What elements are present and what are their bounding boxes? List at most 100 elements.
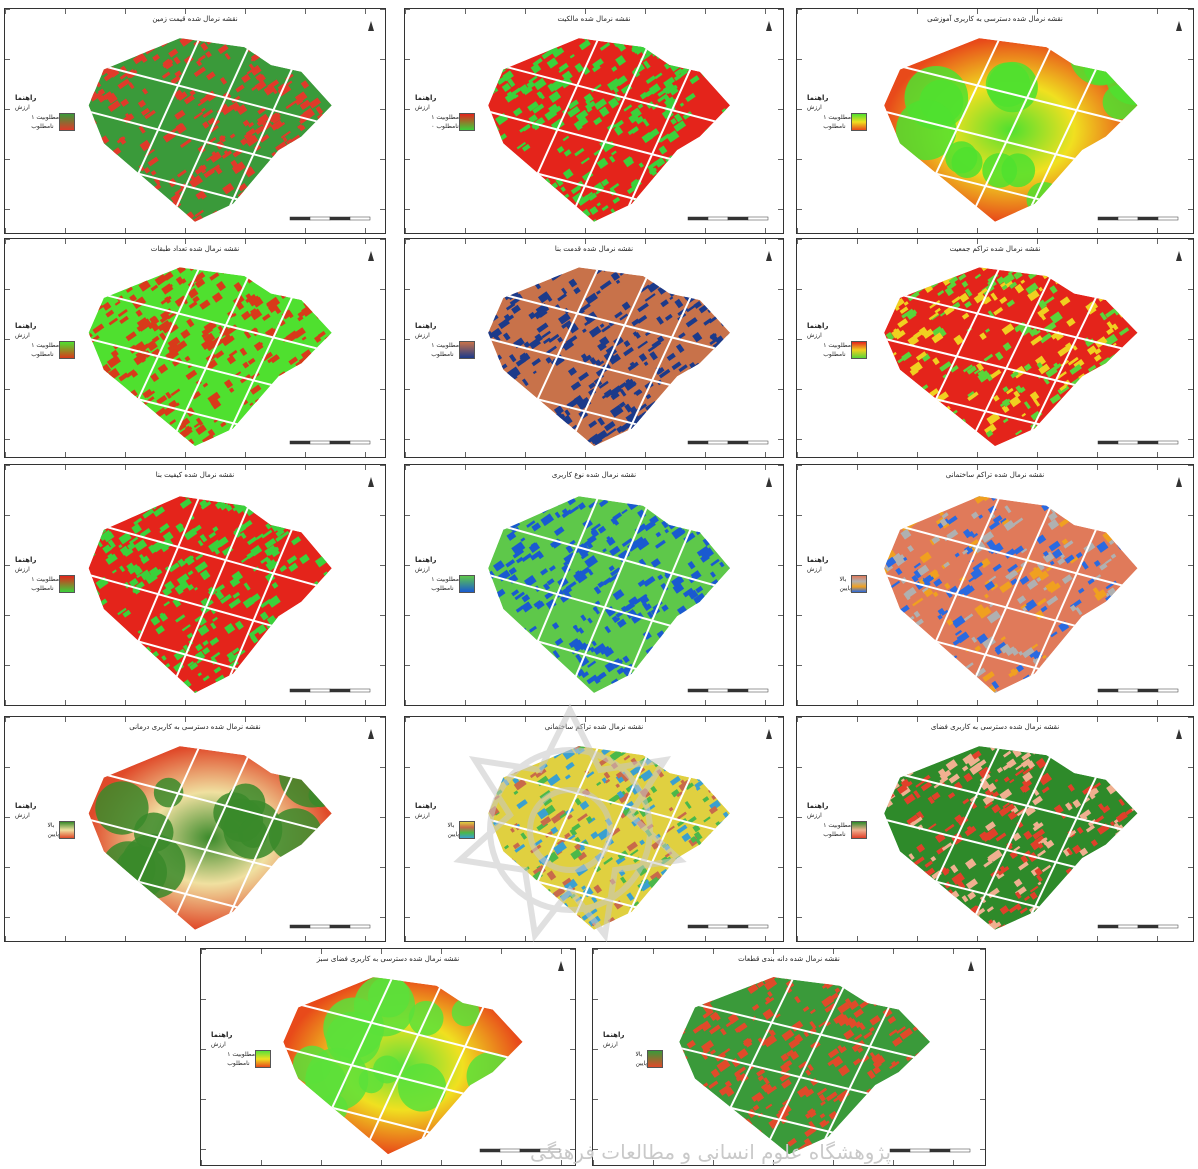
parcel-cell: [967, 435, 977, 445]
parcel-cell: [1002, 342, 1012, 352]
parcel-cell: [915, 351, 927, 361]
parcel-cell: [1031, 643, 1039, 650]
parcel-cell: [642, 630, 652, 640]
legend-swatch: [851, 821, 867, 840]
parcel-cell: [1064, 554, 1075, 564]
parcel-cell: [895, 860, 903, 869]
parcel-cell: [549, 448, 558, 456]
parcel-cell: [900, 528, 912, 540]
parcel-cell: [1133, 837, 1138, 847]
parcel-cell: [328, 53, 332, 61]
frame-ticks: [405, 465, 410, 705]
parcel-cell: [708, 1080, 719, 1090]
parcel-cell: [672, 886, 677, 891]
parcel-cell: [649, 669, 660, 678]
parcel-cell: [1016, 595, 1027, 604]
parcel-cell: [1047, 259, 1055, 266]
parcel-cell: [663, 200, 674, 209]
parcel-cell: [98, 626, 108, 634]
parcel-cell: [635, 496, 648, 507]
parcel-cell: [319, 49, 327, 57]
parcel-cell: [511, 217, 525, 222]
parcel-cell: [740, 333, 745, 338]
parcel-cell: [945, 995, 950, 1000]
parcel-cell: [234, 620, 244, 631]
parcel-cell: [333, 115, 344, 124]
parcel-cell: [712, 987, 721, 995]
parcel-cell: [1109, 609, 1122, 621]
parcel-cell: [544, 268, 556, 279]
parcel-cell: [1085, 824, 1095, 833]
parcel-cell: [888, 267, 898, 274]
map-panel: نقشه نرمال شده تراکم جمعیت راهنما ارزش مطلو…: [796, 238, 1194, 458]
parcel-cell: [189, 662, 199, 671]
parcel-cell: [1123, 642, 1129, 649]
parcel-cell: [542, 505, 547, 510]
parcel-cell: [764, 997, 775, 1005]
parcel-cell: [506, 258, 514, 264]
parcel-cell: [242, 597, 255, 609]
parcel-cell: [661, 882, 669, 889]
parcel-cell: [728, 595, 731, 606]
parcel-cell: [686, 874, 696, 882]
parcel-cell: [220, 103, 229, 112]
parcel-cell: [913, 790, 921, 799]
parcel-cell: [216, 280, 227, 292]
parcel-cell: [885, 287, 893, 294]
parcel-cell: [329, 272, 332, 286]
parcel-cell: [561, 267, 572, 272]
parcel-cell: [704, 225, 712, 232]
parcel-cell: [1140, 763, 1147, 769]
parcel-cell: [725, 410, 731, 420]
parcel-cell: [219, 76, 228, 85]
parcel-cell: [1129, 758, 1137, 766]
parcel-cell: [339, 657, 351, 668]
parcel-cell: [918, 326, 928, 336]
parcel-cell: [88, 407, 95, 420]
parcel-cell: [736, 69, 741, 74]
parcel-cell: [511, 496, 523, 503]
parcel-cell: [932, 433, 939, 440]
legend-row: بالا پایین: [415, 821, 475, 840]
parcel-cell: [664, 313, 673, 321]
parcel-cell: [179, 692, 190, 694]
parcel-cell: [274, 674, 284, 684]
parcel-cell: [1109, 496, 1124, 497]
frame-ticks: [797, 239, 802, 457]
parcel-cell: [130, 267, 137, 269]
parcel-cell: [210, 399, 222, 410]
parcel-cell: [935, 1129, 943, 1138]
parcel-cell: [1146, 420, 1155, 428]
parcel-cell: [715, 1051, 727, 1062]
parcel-cell: [1022, 771, 1033, 783]
parcel-cell: [1146, 306, 1151, 310]
parcel-cell: [288, 356, 299, 366]
parcel-cell: [638, 594, 650, 605]
parcel-cell: [505, 302, 516, 311]
parcel-cell: [999, 865, 1006, 873]
parcel-cell: [583, 443, 591, 447]
parcel-cell: [1002, 417, 1009, 424]
parcel-cell: [557, 293, 567, 302]
map-title: نقشه نرمال شده دانه بندی قطعات: [738, 955, 840, 963]
parcel-cell: [512, 107, 523, 117]
parcel-cell: [635, 537, 650, 551]
parcel-cell: [543, 582, 551, 591]
parcel-cell: [205, 359, 218, 371]
parcel-cell: [1015, 429, 1023, 436]
parcel-cell: [575, 109, 589, 122]
parcel-cell: [298, 164, 311, 175]
parcel-cell: [530, 916, 544, 928]
parcel-cell: [284, 223, 293, 231]
parcel-cell: [176, 169, 187, 178]
parcel-cell: [1068, 674, 1078, 684]
parcel-cell: [994, 778, 999, 783]
parcel-cell: [1035, 425, 1044, 435]
map-area: [884, 729, 1182, 930]
parcel-cell: [205, 51, 212, 58]
parcel-cell: [514, 889, 526, 900]
parcel-cell: [207, 429, 216, 438]
parcel-cell: [101, 690, 113, 694]
parcel-cell: [210, 651, 221, 660]
parcel-cell: [1124, 496, 1135, 501]
